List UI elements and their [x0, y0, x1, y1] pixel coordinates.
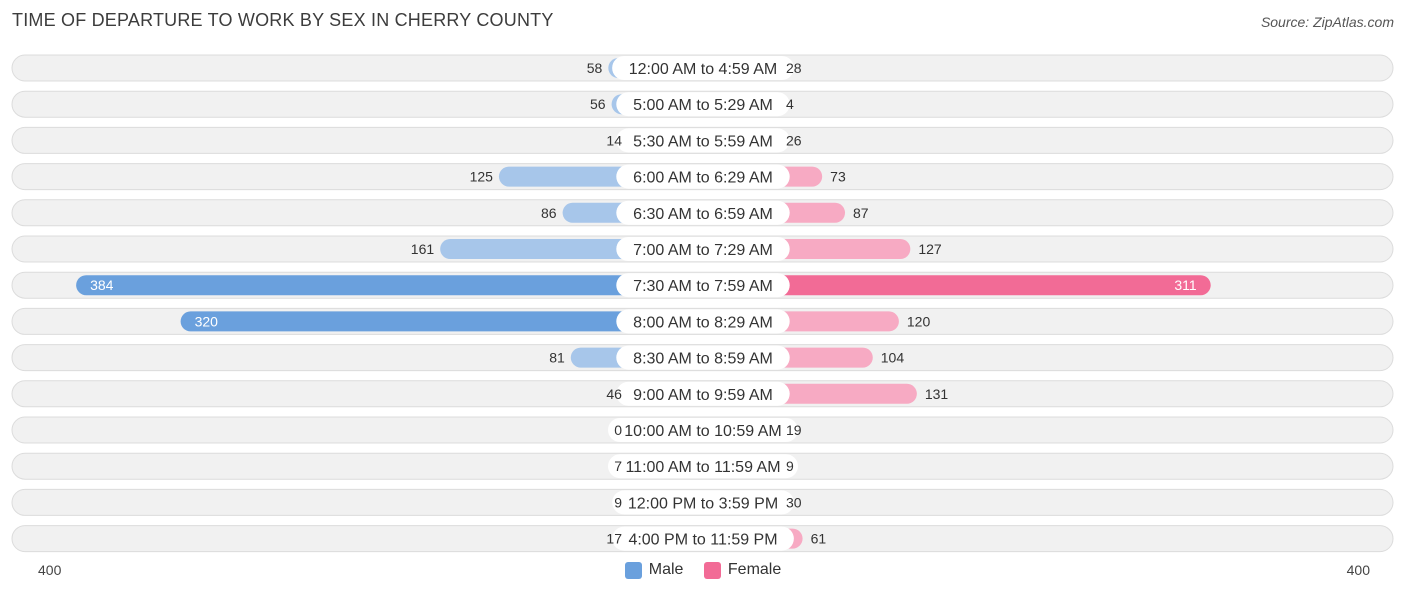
- female-value-label: 30: [786, 494, 802, 510]
- female-value-label: 127: [918, 241, 942, 257]
- legend-female-label: Female: [727, 561, 782, 578]
- male-value-label: 14: [606, 132, 622, 148]
- legend-male: Male: [624, 561, 684, 579]
- female-value-label: 131: [925, 386, 949, 402]
- legend-female-swatch: [703, 561, 721, 579]
- category-label-box: [616, 309, 790, 334]
- female-value-label: 4: [786, 96, 794, 112]
- female-value-label: 311: [1174, 277, 1197, 293]
- category-label-box: [612, 526, 794, 551]
- male-bar: [180, 311, 704, 332]
- category-label-box: [616, 345, 790, 370]
- category-label: 7:00 AM to 7:29 AM: [633, 242, 773, 259]
- axis-left-label: 400: [38, 562, 62, 578]
- male-value-label: 0: [614, 422, 622, 438]
- category-label-box: [616, 200, 790, 225]
- category-label: 9:00 AM to 9:59 AM: [633, 387, 773, 404]
- category-label: 7:30 AM to 7:59 AM: [633, 278, 773, 295]
- source-credit: Source: ZipAtlas.com: [1260, 14, 1394, 30]
- category-label: 8:30 AM to 8:59 AM: [633, 351, 773, 368]
- chart-title: TIME OF DEPARTURE TO WORK BY SEX IN CHER…: [12, 10, 554, 30]
- category-label: 4:00 PM to 11:59 PM: [628, 532, 777, 549]
- female-value-label: 19: [786, 422, 802, 438]
- category-label: 8:00 AM to 8:29 AM: [633, 314, 773, 331]
- legend-male-swatch: [624, 561, 642, 579]
- category-label: 10:00 AM to 10:59 AM: [624, 423, 781, 440]
- legend-male-label: Male: [648, 561, 684, 578]
- category-label: 11:00 AM to 11:59 AM: [625, 459, 780, 476]
- category-label-box: [608, 418, 798, 442]
- legend-female: Female: [703, 561, 782, 579]
- male-value-label: 161: [411, 241, 435, 257]
- male-value-label: 58: [587, 60, 603, 76]
- category-label: 12:00 PM to 3:59 PM: [628, 495, 778, 512]
- female-value-label: 28: [786, 60, 802, 76]
- female-value-label: 104: [881, 350, 905, 366]
- axis-right-label: 400: [1346, 562, 1370, 578]
- category-label-box: [616, 128, 790, 153]
- category-label-box: [612, 490, 794, 515]
- category-label: 6:00 AM to 6:29 AM: [633, 170, 773, 187]
- category-label-box: [616, 381, 790, 406]
- female-value-label: 61: [811, 531, 827, 547]
- female-bar: [703, 275, 1211, 296]
- category-label-box: [612, 56, 794, 80]
- male-value-label: 17: [606, 531, 622, 547]
- female-value-label: 87: [853, 205, 869, 221]
- female-value-label: 73: [830, 169, 846, 185]
- category-label: 5:30 AM to 5:59 AM: [633, 133, 773, 150]
- category-label: 12:00 AM to 4:59 AM: [629, 61, 778, 78]
- male-value-label: 86: [541, 205, 557, 221]
- category-label-box: [616, 92, 790, 117]
- male-value-label: 125: [470, 169, 494, 185]
- male-value-label: 46: [606, 386, 622, 402]
- male-value-label: 9: [614, 494, 622, 510]
- category-label-box: [616, 164, 790, 189]
- category-label-box: [616, 237, 790, 261]
- male-bar: [76, 275, 704, 296]
- male-value-label: 384: [90, 277, 114, 293]
- male-value-label: 81: [549, 350, 565, 366]
- male-value-label: 7: [614, 458, 622, 474]
- male-value-label: 56: [590, 96, 606, 112]
- female-value-label: 9: [786, 458, 794, 474]
- category-label: 5:00 AM to 5:29 AM: [633, 97, 773, 114]
- category-label: 6:30 AM to 6:59 AM: [633, 206, 773, 223]
- female-value-label: 26: [786, 132, 802, 148]
- category-label-box: [616, 273, 790, 298]
- male-value-label: 320: [195, 313, 219, 329]
- legend: Male Female: [0, 561, 1406, 584]
- category-label-box: [608, 454, 798, 479]
- female-value-label: 120: [907, 313, 931, 329]
